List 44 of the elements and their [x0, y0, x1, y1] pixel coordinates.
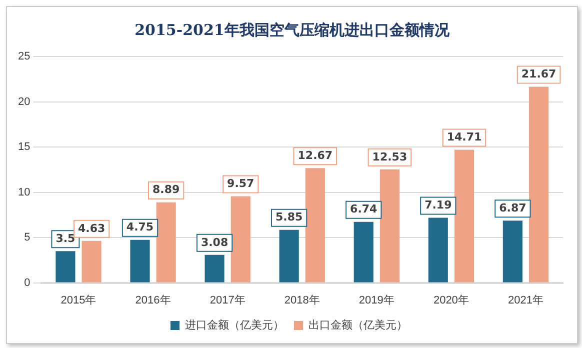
- bar: [528, 86, 549, 282]
- x-tick-label: 2019年: [358, 294, 394, 306]
- data-label: 6.87: [499, 202, 526, 214]
- y-tick-label: 10: [18, 186, 30, 198]
- bar: [230, 196, 250, 282]
- data-label: 4.75: [126, 220, 154, 234]
- y-tick-label: 25: [18, 50, 30, 63]
- legend-label: 进口金额（亿美元）: [185, 318, 284, 332]
- x-tick-label: 2020年: [433, 294, 469, 306]
- bar: [130, 240, 150, 282]
- bar: [82, 240, 102, 282]
- data-label: 3.08: [200, 236, 228, 249]
- y-tick-label: 0: [24, 276, 30, 289]
- data-label: 12.67: [298, 149, 333, 162]
- legend-label: 出口金额（亿美元）: [308, 318, 408, 332]
- bar: [502, 220, 522, 282]
- x-tick-label: 2021年: [508, 294, 544, 306]
- bar: [454, 150, 474, 282]
- data-label: 6.74: [350, 202, 378, 216]
- bar: [305, 168, 325, 282]
- bar: [56, 251, 76, 282]
- data-label: 8.89: [152, 183, 180, 196]
- chart-title: 2015-2021年我国空气压缩机进出口金额情况: [134, 21, 450, 40]
- data-label: 14.71: [446, 130, 482, 144]
- x-tick-label: 2016年: [135, 294, 171, 306]
- bar: [428, 218, 448, 282]
- bar: [354, 222, 374, 282]
- data-label: 12.53: [372, 150, 408, 164]
- bar: [279, 230, 299, 282]
- data-label: 21.67: [521, 68, 556, 81]
- bar: [156, 202, 176, 282]
- data-label: 7.19: [424, 198, 452, 212]
- data-label: 4.63: [78, 222, 106, 235]
- bar: [204, 254, 224, 282]
- data-label: 5.85: [276, 210, 303, 224]
- y-tick-label: 20: [18, 96, 30, 108]
- bar: [380, 169, 400, 282]
- x-tick-label: 2017年: [210, 294, 246, 306]
- data-label: 9.57: [227, 177, 254, 190]
- x-tick-label: 2018年: [284, 294, 320, 306]
- data-label: 3.5: [56, 232, 76, 245]
- y-tick-label: 15: [18, 141, 30, 154]
- y-tick-label: 5: [24, 232, 30, 244]
- x-tick-label: 2015年: [60, 294, 96, 306]
